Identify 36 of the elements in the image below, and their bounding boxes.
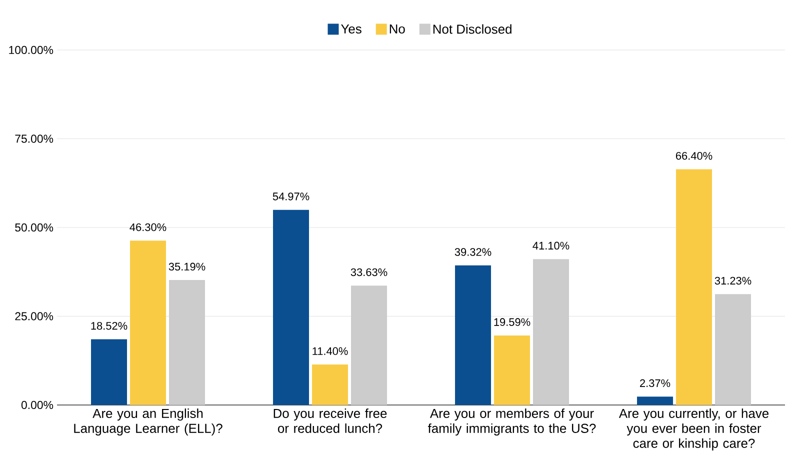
bar: [273, 210, 310, 405]
data-label: 35.19%: [168, 262, 206, 271]
x-tick-label: Do you receive free or reduced lunch?: [274, 408, 387, 433]
data-label: 19.59%: [494, 318, 530, 326]
x-tick-label: Are you an English Language Learner (ELL)?: [74, 408, 222, 436]
x-tick-label: Are you currently, or have you ever been in foster care or kinship care?: [618, 408, 768, 450]
bar: [455, 265, 492, 405]
bar: [130, 240, 166, 405]
y-tick-label: 25.00%: [15, 312, 54, 320]
legend-label: Not Disclosed: [433, 24, 512, 34]
data-label: 54.97%: [272, 192, 310, 200]
data-label: 46.30%: [130, 223, 166, 232]
y-tick-label: 0.00%: [21, 400, 54, 410]
data-label: 33.63%: [350, 268, 388, 276]
data-label: 2.37%: [640, 379, 670, 388]
data-label: 31.23%: [714, 276, 752, 285]
bar: [637, 396, 674, 405]
data-label: 11.40%: [312, 347, 348, 355]
data-label: 18.52%: [91, 322, 128, 330]
bar: [715, 294, 752, 405]
legend-label: No: [390, 24, 405, 34]
bar: [351, 286, 388, 405]
y-tick-label: 50.00%: [15, 223, 54, 232]
y-tick-label: 75.00%: [15, 134, 54, 143]
bar: [169, 280, 206, 405]
x-tick-label: Are you or members of your family immigrants to the US?: [428, 408, 596, 436]
bar: [312, 364, 348, 405]
data-label: 39.32%: [454, 248, 492, 256]
bar: [676, 169, 712, 405]
legend-label: Yes: [341, 24, 362, 34]
y-tick-label: 100.00%: [9, 46, 54, 54]
data-label: 66.40%: [676, 152, 712, 160]
bar: [91, 339, 128, 405]
data-label: 41.10%: [532, 242, 570, 250]
bar: [533, 259, 570, 405]
bar: [494, 335, 530, 405]
